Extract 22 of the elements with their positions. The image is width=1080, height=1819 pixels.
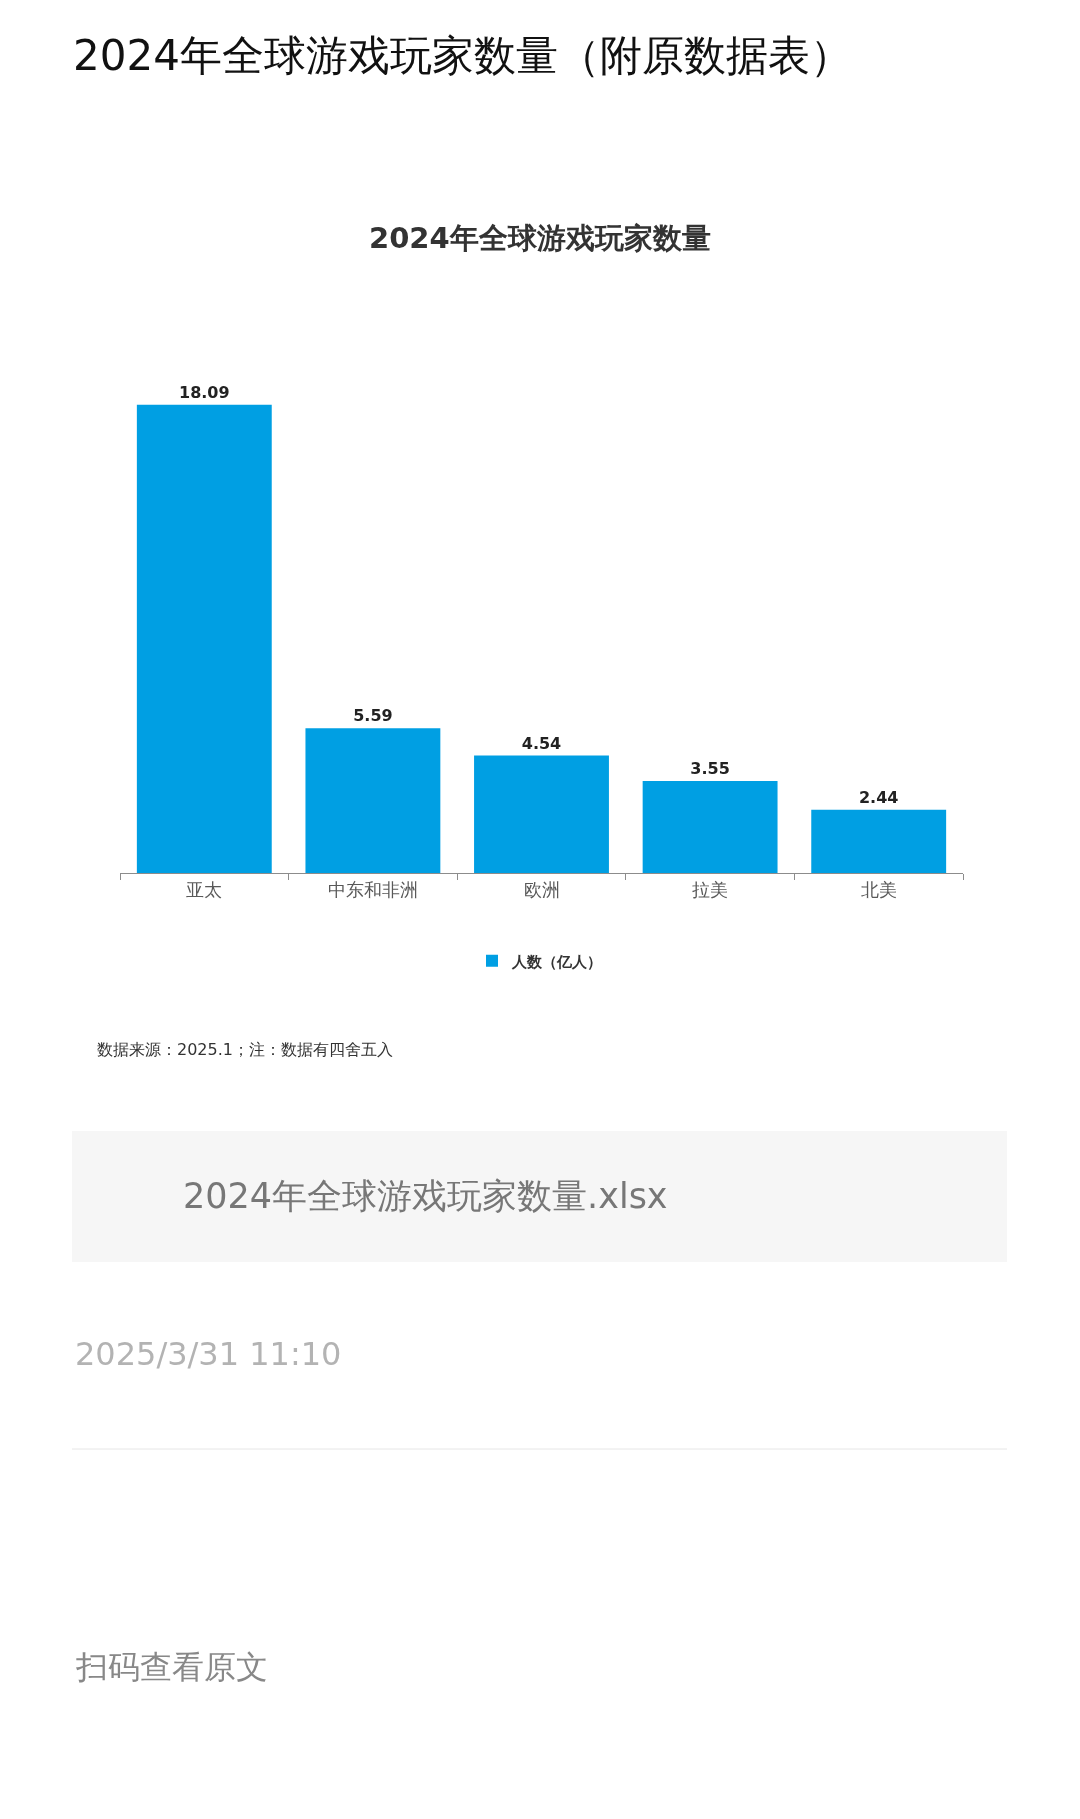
x-tick-label: 北美 [860,878,897,900]
bar [642,781,778,873]
bar [811,809,947,873]
x-tick-label: 亚太 [186,878,223,900]
x-tick-label: 中东和非洲 [327,878,418,900]
data-label: 3.55 [690,759,730,779]
source-note: 数据来源：2025.1；注：数据有四舍五入 [97,1040,393,1059]
x-tick-label: 欧洲 [523,878,560,900]
data-label: 4.54 [521,733,562,753]
legend-label: 人数（亿人） [511,952,602,971]
bar [136,404,272,873]
text: 2024年全球游戏玩家数量.xlsx [183,1176,668,1216]
chart-title: 2024年全球游戏玩家数量（附原数据表） [73,30,852,80]
bar [474,755,609,873]
text: 2025/3/31 11:10 [75,1335,342,1373]
x-tick-label: 拉美 [692,878,729,900]
bar [305,728,441,873]
data-label: 18.09 [179,382,230,402]
chart-subtitle: 2024年全球游戏玩家数量 [369,221,711,255]
data-label: 5.59 [353,706,393,726]
text: 扫码查看原文 [75,1648,268,1686]
data-label: 2.44 [858,787,899,807]
